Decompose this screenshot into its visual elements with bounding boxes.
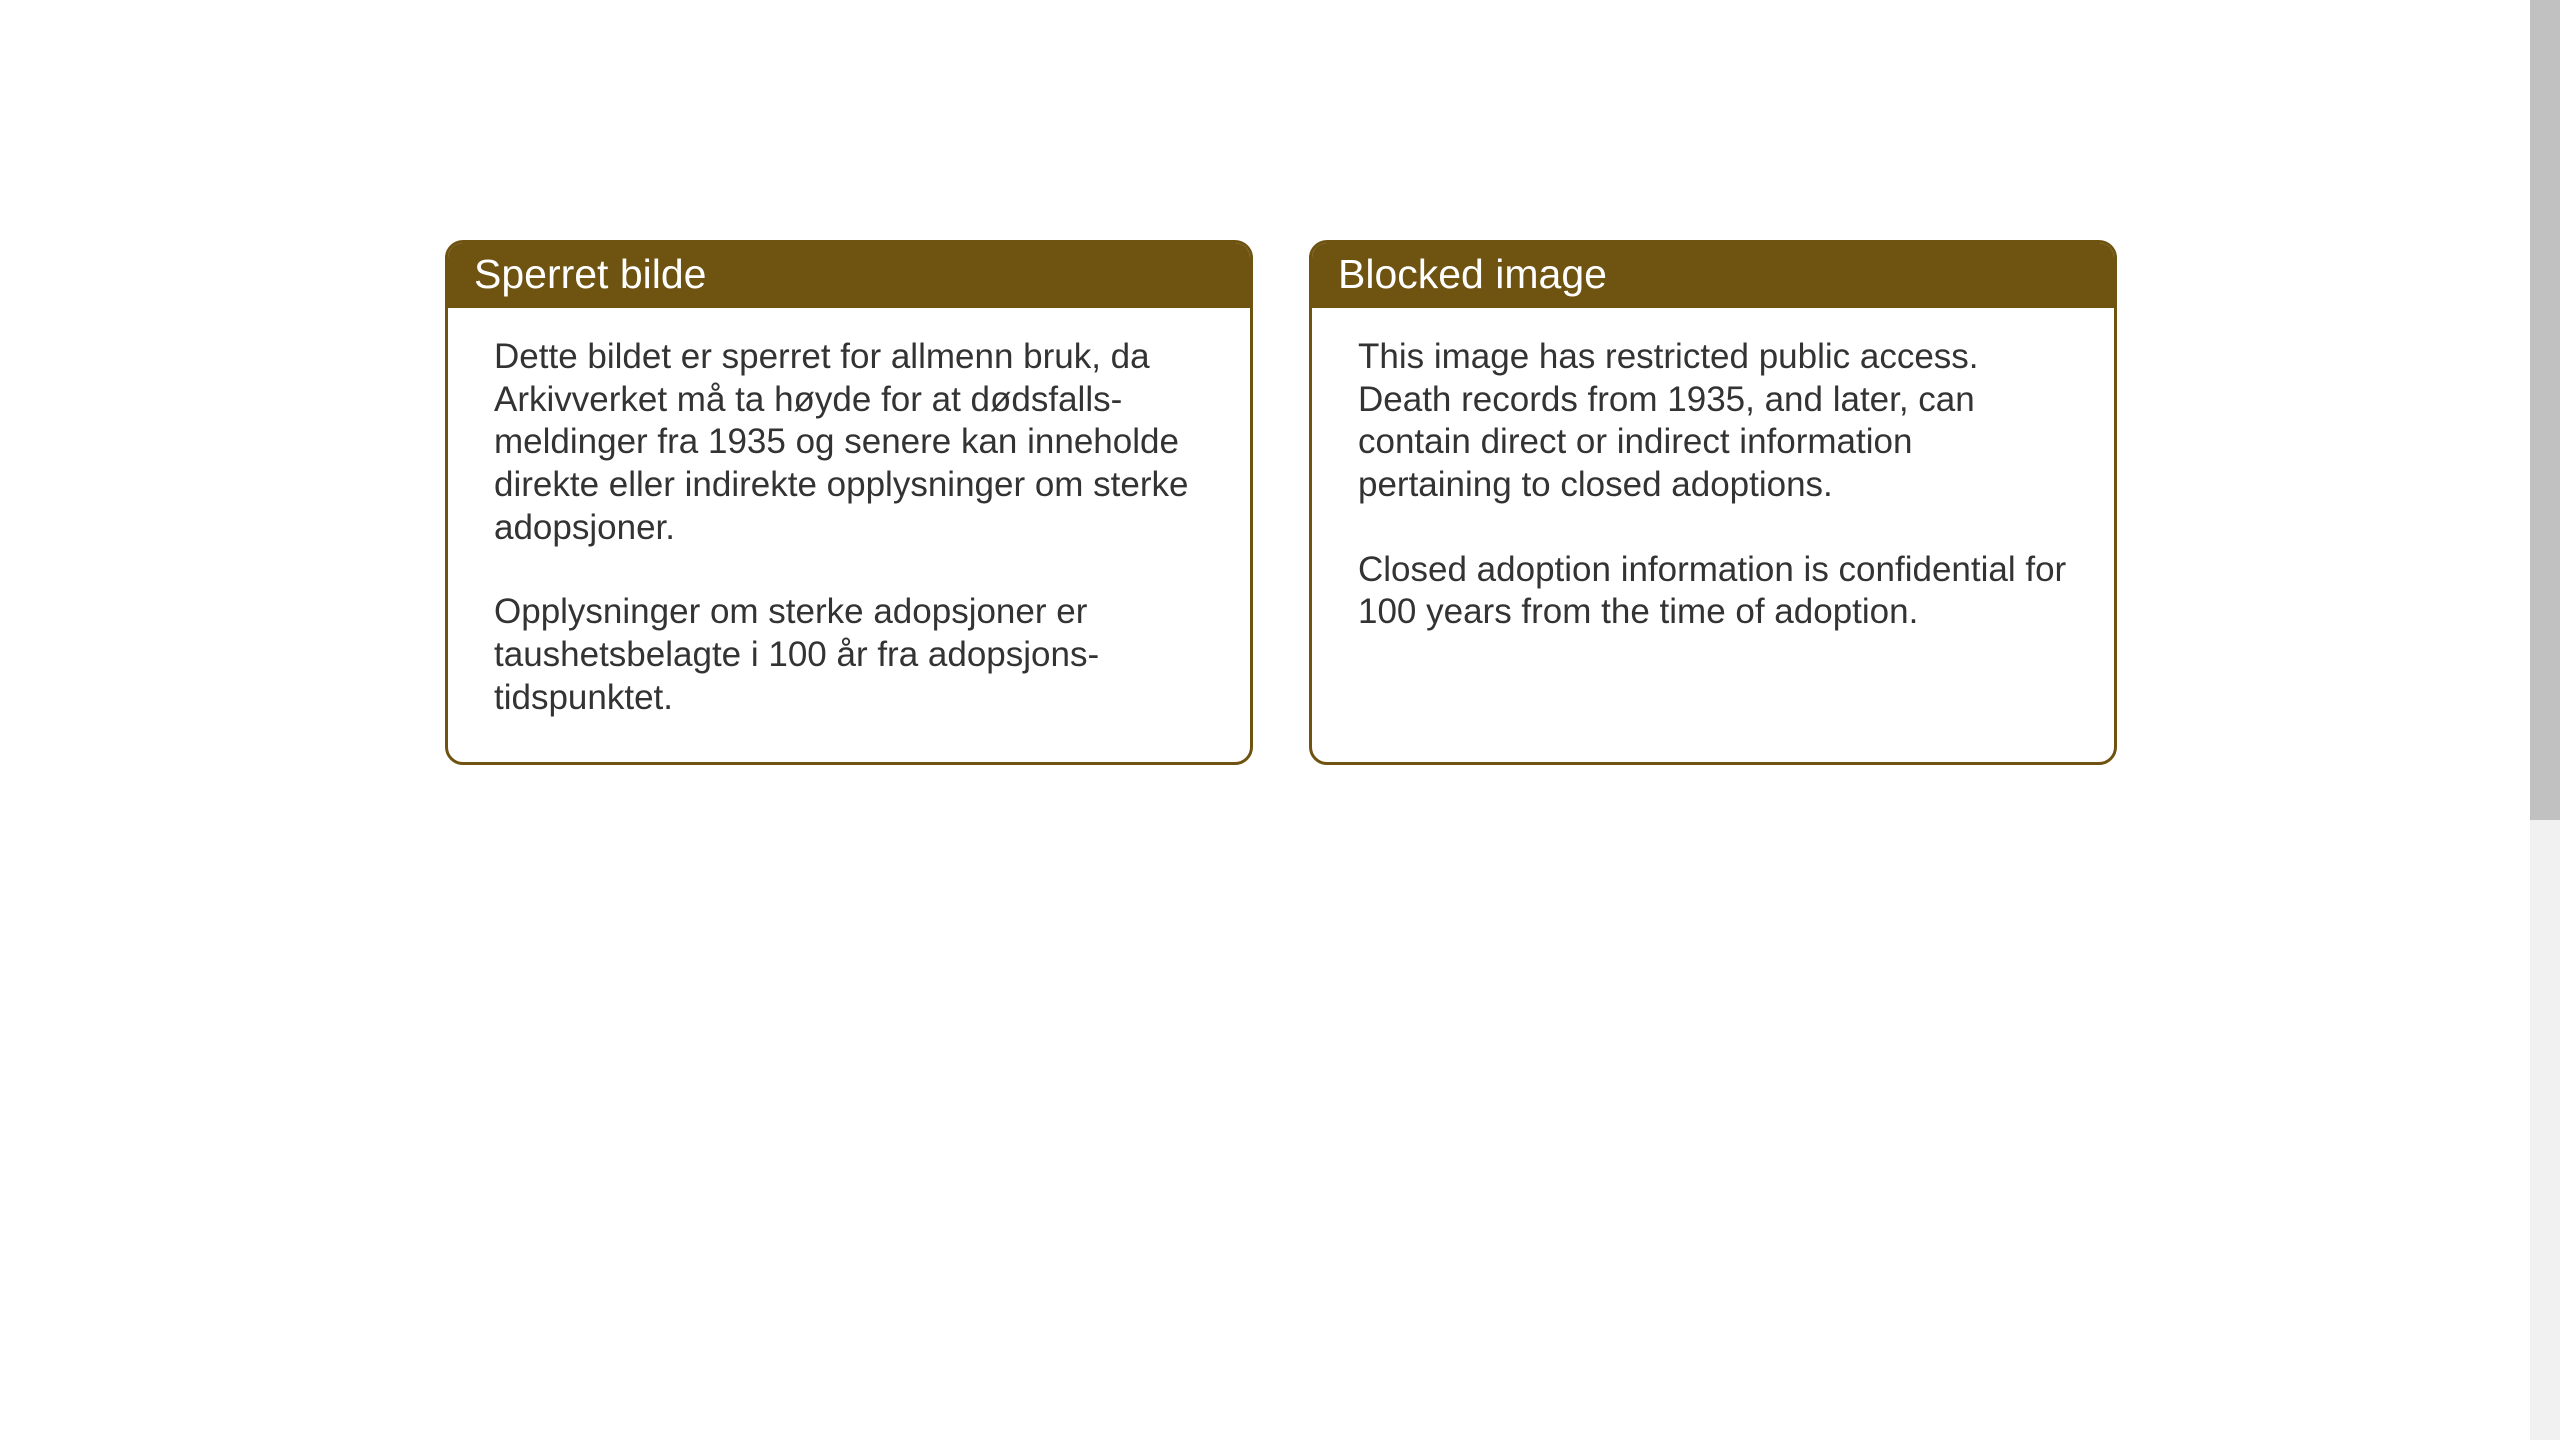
card-header-norwegian: Sperret bilde xyxy=(448,243,1250,308)
card-header-english: Blocked image xyxy=(1312,243,2114,308)
card-title: Sperret bilde xyxy=(474,251,706,297)
vertical-scrollbar-track[interactable] xyxy=(2530,0,2560,1440)
card-title: Blocked image xyxy=(1338,251,1607,297)
paragraph-1: Dette bildet er sperret for allmenn bruk… xyxy=(494,336,1210,549)
paragraph-2: Closed adoption information is confident… xyxy=(1358,549,2074,634)
card-body-norwegian: Dette bildet er sperret for allmenn bruk… xyxy=(448,308,1250,762)
paragraph-2: Opplysninger om sterke adopsjoner er tau… xyxy=(494,591,1210,719)
paragraph-1: This image has restricted public access.… xyxy=(1358,336,2074,507)
notice-card-norwegian: Sperret bilde Dette bildet er sperret fo… xyxy=(445,240,1253,765)
vertical-scrollbar-thumb[interactable] xyxy=(2530,0,2560,820)
notice-container: Sperret bilde Dette bildet er sperret fo… xyxy=(0,0,2560,765)
card-body-english: This image has restricted public access.… xyxy=(1312,308,2114,676)
notice-card-english: Blocked image This image has restricted … xyxy=(1309,240,2117,765)
